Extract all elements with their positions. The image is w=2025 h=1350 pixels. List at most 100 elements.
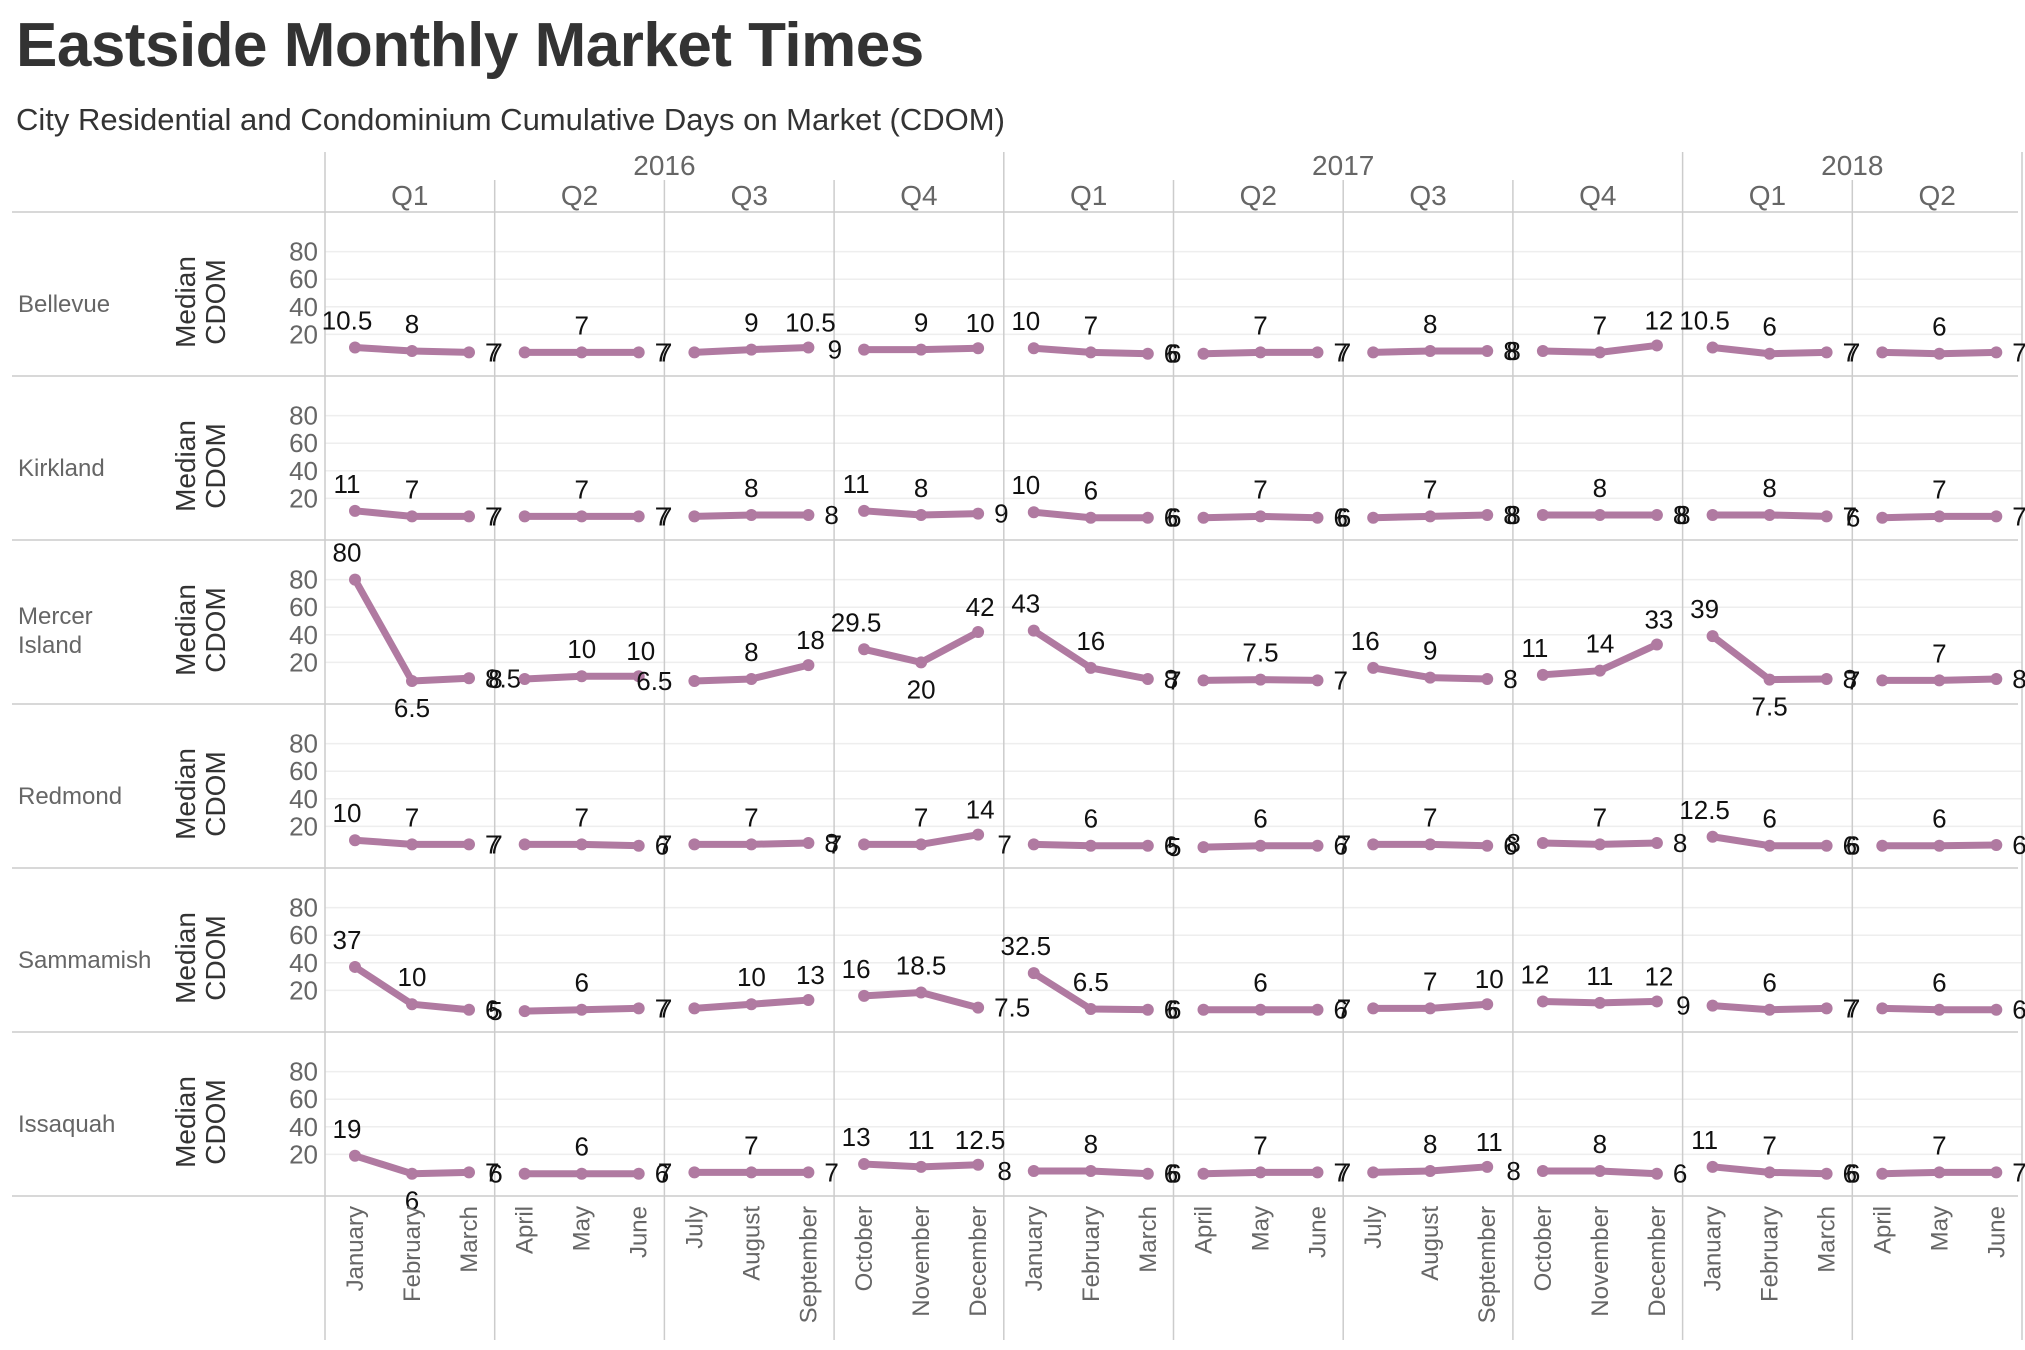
data-point[interactable] [745, 1166, 758, 1179]
data-point[interactable] [1254, 839, 1267, 852]
data-point[interactable] [1311, 1166, 1324, 1179]
data-point[interactable] [1536, 836, 1549, 849]
data-point[interactable] [1311, 674, 1324, 687]
data-point[interactable] [1650, 1167, 1663, 1180]
data-point[interactable] [1141, 511, 1154, 524]
data-point[interactable] [1650, 339, 1663, 352]
data-point[interactable] [1084, 1003, 1097, 1016]
data-point[interactable] [972, 507, 985, 520]
data-point[interactable] [1424, 1002, 1437, 1015]
data-point[interactable] [518, 672, 531, 685]
data-point[interactable] [1820, 672, 1833, 685]
data-point[interactable] [1536, 344, 1549, 357]
data-point[interactable] [1367, 346, 1380, 359]
data-point[interactable] [463, 510, 475, 523]
data-point[interactable] [1367, 1166, 1380, 1179]
data-point[interactable] [1593, 996, 1606, 1009]
data-point[interactable] [972, 342, 985, 355]
data-point[interactable] [915, 1160, 928, 1173]
data-point[interactable] [463, 1003, 475, 1016]
data-point[interactable] [1706, 341, 1719, 354]
data-point[interactable] [1141, 672, 1154, 685]
data-point[interactable] [1481, 839, 1494, 852]
data-point[interactable] [406, 1167, 418, 1180]
data-point[interactable] [1763, 839, 1776, 852]
data-point[interactable] [688, 838, 701, 851]
data-point[interactable] [1933, 674, 1946, 687]
data-point[interactable] [802, 836, 815, 849]
data-point[interactable] [858, 343, 871, 356]
data-point[interactable] [1084, 839, 1097, 852]
data-point[interactable] [1876, 511, 1889, 524]
data-point[interactable] [463, 1166, 475, 1179]
data-point[interactable] [1933, 1003, 1946, 1016]
data-point[interactable] [1311, 1003, 1324, 1016]
data-point[interactable] [1650, 995, 1663, 1008]
data-point[interactable] [915, 343, 928, 356]
data-point[interactable] [858, 1158, 871, 1171]
data-point[interactable] [745, 343, 758, 356]
data-point[interactable] [1536, 508, 1549, 521]
data-point[interactable] [518, 838, 531, 851]
data-point[interactable] [632, 510, 645, 523]
data-point[interactable] [1990, 346, 2003, 359]
data-point[interactable] [915, 838, 928, 851]
data-point[interactable] [802, 659, 815, 672]
data-point[interactable] [972, 828, 985, 841]
data-point[interactable] [802, 994, 815, 1007]
data-point[interactable] [1876, 674, 1889, 687]
data-point[interactable] [406, 344, 418, 357]
data-point[interactable] [1254, 1003, 1267, 1016]
data-point[interactable] [1367, 661, 1380, 674]
data-point[interactable] [575, 670, 588, 683]
data-point[interactable] [1084, 661, 1097, 674]
data-point[interactable] [1593, 838, 1606, 851]
data-point[interactable] [802, 1166, 815, 1179]
data-point[interactable] [1763, 1166, 1776, 1179]
data-point[interactable] [1481, 344, 1494, 357]
data-point[interactable] [688, 675, 701, 688]
data-point[interactable] [1027, 624, 1040, 637]
data-point[interactable] [688, 1002, 701, 1015]
data-point[interactable] [802, 508, 815, 521]
data-point[interactable] [518, 1005, 531, 1018]
data-point[interactable] [1536, 1164, 1549, 1177]
data-point[interactable] [1876, 1167, 1889, 1180]
data-point[interactable] [1876, 839, 1889, 852]
data-point[interactable] [1424, 838, 1437, 851]
data-point[interactable] [1481, 508, 1494, 521]
data-point[interactable] [1027, 1164, 1040, 1177]
data-point[interactable] [1706, 830, 1719, 843]
data-point[interactable] [972, 1158, 985, 1171]
data-point[interactable] [745, 672, 758, 685]
data-point[interactable] [1481, 998, 1494, 1011]
data-point[interactable] [858, 989, 871, 1002]
data-point[interactable] [1424, 510, 1437, 523]
data-point[interactable] [1536, 995, 1549, 1008]
data-point[interactable] [575, 1167, 588, 1180]
data-point[interactable] [1254, 1166, 1267, 1179]
data-point[interactable] [745, 838, 758, 851]
data-point[interactable] [915, 508, 928, 521]
data-point[interactable] [632, 1002, 645, 1015]
data-point[interactable] [406, 838, 418, 851]
data-point[interactable] [1197, 1003, 1210, 1016]
data-point[interactable] [1481, 1160, 1494, 1173]
data-point[interactable] [463, 672, 475, 685]
data-point[interactable] [1990, 839, 2003, 852]
data-point[interactable] [1650, 508, 1663, 521]
data-point[interactable] [1027, 967, 1040, 980]
data-point[interactable] [575, 1003, 588, 1016]
data-point[interactable] [1933, 347, 1946, 360]
data-point[interactable] [1084, 1164, 1097, 1177]
data-point[interactable] [745, 998, 758, 1011]
data-point[interactable] [1876, 346, 1889, 359]
data-point[interactable] [1367, 511, 1380, 524]
data-point[interactable] [1706, 630, 1719, 643]
data-point[interactable] [1084, 346, 1097, 359]
data-point[interactable] [1593, 508, 1606, 521]
data-point[interactable] [1763, 347, 1776, 360]
data-point[interactable] [632, 1167, 645, 1180]
data-point[interactable] [858, 504, 871, 517]
data-point[interactable] [1706, 508, 1719, 521]
